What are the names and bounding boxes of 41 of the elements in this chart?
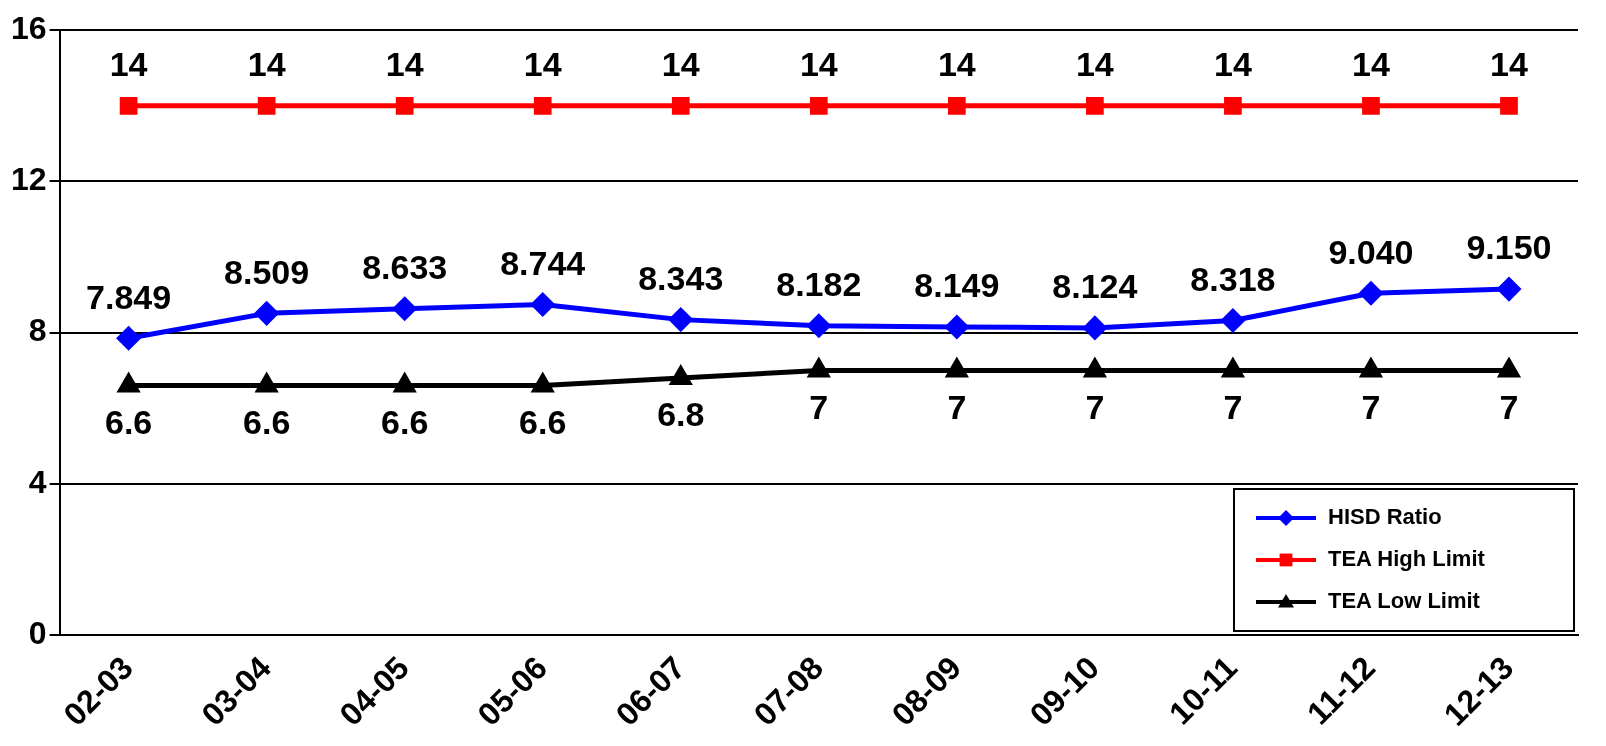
data-label: 14 [799,45,838,84]
data-label: 8.182 [776,265,862,304]
data-label: 9.040 [1328,232,1414,271]
data-label: 8.633 [362,248,448,287]
data-label: 14 [385,45,424,84]
data-label: 14 [937,45,976,84]
data-label: 14 [523,45,562,84]
legend-label: TEA Low Limit [1328,588,1481,614]
data-label: 7 [809,387,829,426]
y-tick-label: 12 [11,161,47,198]
data-label: 8.149 [914,266,1000,305]
data-label: 6.6 [519,402,567,441]
data-label: 6.6 [104,402,153,441]
data-label: 7 [1361,387,1381,426]
data-label: 7 [1085,387,1105,426]
data-label: 14 [661,45,700,84]
data-label: 7 [1223,387,1243,426]
data-label: 7.849 [86,277,172,316]
data-label: 8.124 [1052,267,1138,306]
y-tick-label: 8 [28,312,47,349]
data-label: 8.318 [1190,259,1276,298]
data-label: 14 [1352,45,1390,84]
data-label: 8.744 [500,243,586,282]
legend-label: TEA High Limit [1328,546,1486,572]
y-tick-label: 0 [28,614,47,651]
data-label: 8.509 [224,252,310,291]
y-tick-label: 4 [28,463,47,500]
data-label: 9.150 [1466,228,1552,267]
data-label: 6.6 [243,402,291,441]
data-label: 14 [1213,45,1252,84]
data-label: 14 [1490,45,1528,84]
legend-label: HISD Ratio [1328,504,1442,530]
data-label: 6.8 [657,395,705,434]
data-label: 6.6 [381,402,429,441]
data-label: 8.343 [638,259,724,297]
data-label: 14 [247,45,286,84]
data-label: 14 [1075,45,1114,84]
data-label: 7 [947,387,967,426]
data-label: 14 [109,45,148,84]
data-label: 7 [1499,387,1519,426]
y-tick-label: 16 [11,10,47,47]
